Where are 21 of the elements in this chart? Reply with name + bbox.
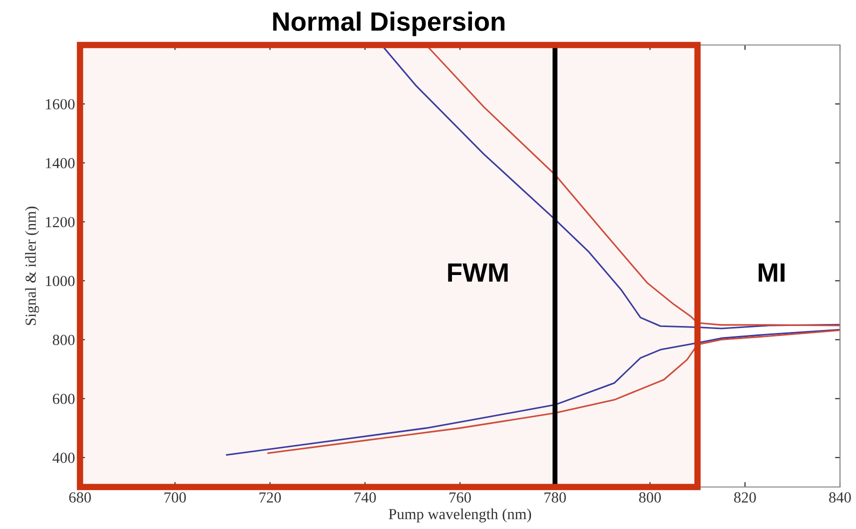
x-tick-label: 780 bbox=[544, 492, 566, 503]
x-tick-label: 740 bbox=[354, 492, 376, 503]
x-tick-label: 720 bbox=[260, 492, 281, 503]
y-tick-label: 600 bbox=[52, 394, 75, 404]
y-axis-title: Signal & idler (nm) bbox=[25, 206, 40, 326]
y-tick-label: 1000 bbox=[46, 276, 75, 286]
band-label: Normal Dispersion bbox=[273, 12, 504, 36]
y-tick-label: 400 bbox=[52, 452, 75, 463]
x-tick-label: 800 bbox=[639, 492, 661, 503]
x-tick-label: 820 bbox=[734, 492, 756, 503]
x-tick-label: 760 bbox=[450, 492, 471, 503]
x-tick-label: 840 bbox=[829, 492, 851, 503]
annotation: FWM bbox=[448, 264, 508, 282]
x-tick-label: 700 bbox=[164, 492, 186, 503]
y-tick-label: 1600 bbox=[46, 99, 75, 110]
annotation: MI bbox=[758, 264, 784, 282]
y-tick-label: 800 bbox=[52, 334, 75, 346]
x-tick-label: 680 bbox=[69, 492, 91, 503]
y-tick-label: 1200 bbox=[46, 216, 75, 228]
y-tick-label: 1400 bbox=[46, 158, 75, 168]
x-axis-title: Pump wavelength (nm) bbox=[388, 508, 532, 522]
